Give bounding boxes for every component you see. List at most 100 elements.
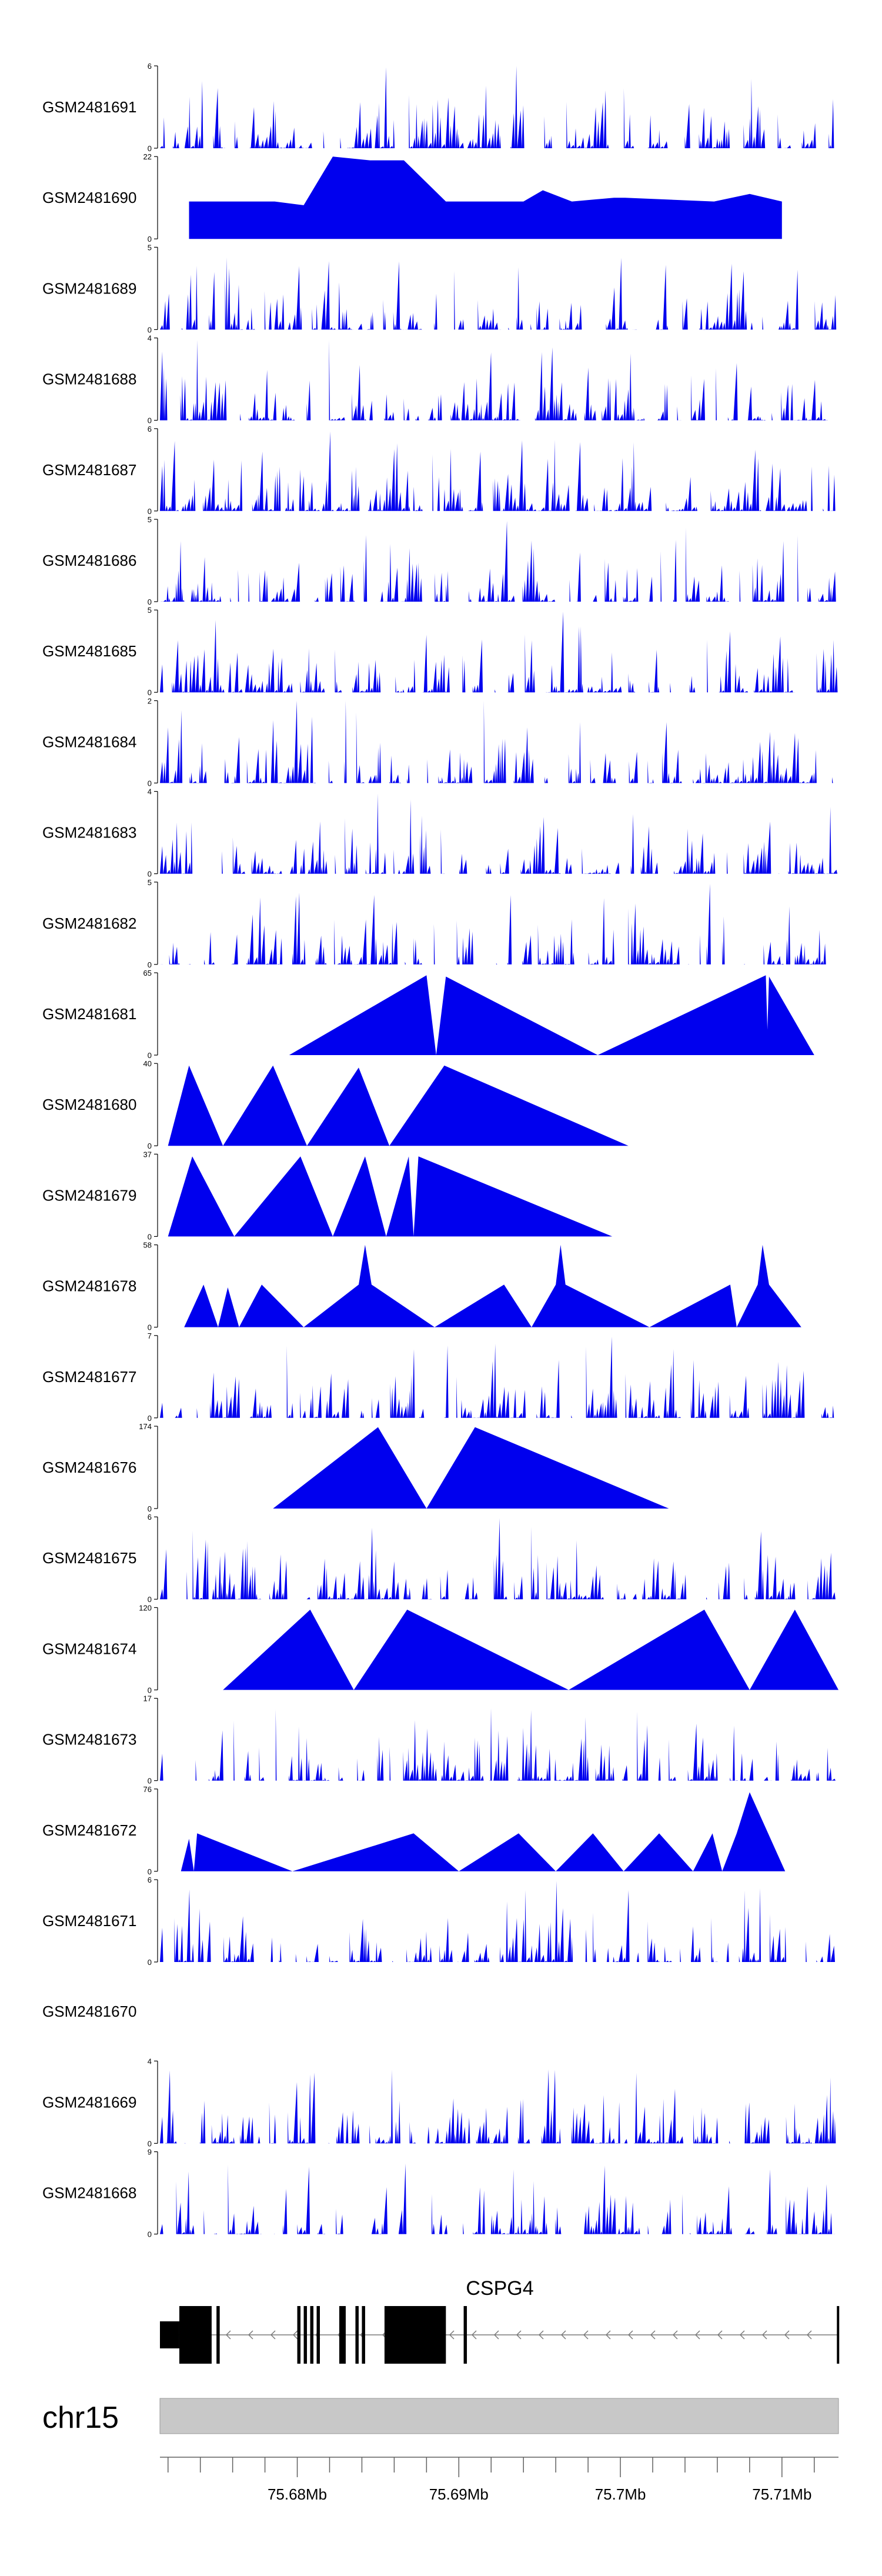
- coverage-area: [160, 520, 838, 602]
- chromosome-label: chr15: [42, 2401, 119, 2435]
- exon: [297, 2306, 301, 2364]
- track-GSM2481689: GSM2481689 5 0: [42, 243, 838, 334]
- track-label: GSM2481674: [42, 1640, 136, 1657]
- track-GSM2481686: GSM2481686 5 0: [42, 515, 838, 606]
- track-GSM2481679: GSM2481679 37 0: [42, 1150, 613, 1241]
- track-GSM2481668: GSM2481668 9 0: [42, 2148, 838, 2239]
- track-label: GSM2481668: [42, 2184, 136, 2202]
- track-label: GSM2481687: [42, 461, 136, 479]
- track-GSM2481669: GSM2481669 4 0: [42, 2057, 838, 2148]
- track-label: GSM2481682: [42, 915, 136, 932]
- coverage-area: [160, 700, 842, 783]
- track-label: GSM2481690: [42, 189, 136, 206]
- track-GSM2481672: GSM2481672 76 0: [42, 1785, 786, 1876]
- track-GSM2481674: GSM2481674 120 0: [42, 1603, 839, 1694]
- coverage-area: [160, 1336, 838, 1418]
- genome-axis: 75.68Mb 75.69Mb 75.7Mb 75.71Mb: [160, 2457, 838, 2503]
- strand-arrow: [270, 2330, 276, 2340]
- y-tick-max-label: 65: [143, 969, 152, 977]
- track-label: GSM2481672: [42, 1821, 136, 1839]
- track-label: GSM2481688: [42, 371, 136, 388]
- x-tick-label: 75.7Mb: [595, 2485, 646, 2503]
- coverage-area: [184, 1244, 801, 1327]
- exon: [463, 2306, 467, 2364]
- y-tick-min-label: 0: [148, 779, 152, 788]
- track-label: GSM2481684: [42, 733, 136, 750]
- coverage-area: [289, 975, 814, 1055]
- track-GSM2481684: GSM2481684 2 0: [42, 696, 842, 788]
- y-tick-min-label: 0: [148, 1504, 152, 1513]
- strand-arrow: [292, 2330, 298, 2340]
- y-tick-min-label: 0: [148, 1777, 152, 1786]
- track-label: GSM2481676: [42, 1459, 136, 1476]
- x-tick-label: 75.68Mb: [268, 2485, 327, 2503]
- track-label: GSM2481673: [42, 1731, 136, 1749]
- y-tick-min-label: 0: [148, 416, 152, 425]
- y-tick-max-label: 22: [143, 152, 152, 161]
- track-label: GSM2481689: [42, 279, 136, 297]
- track-GSM2481690: GSM2481690 22 0: [42, 152, 782, 243]
- y-tick-min-label: 0: [148, 1595, 152, 1604]
- y-tick-min-label: 0: [148, 2139, 152, 2148]
- coverage-area: [160, 1881, 838, 1962]
- exon: [179, 2306, 212, 2364]
- coverage-area: [223, 1609, 839, 1690]
- track-GSM2481682: GSM2481682 5 0: [42, 878, 841, 969]
- y-tick-max-label: 6: [148, 62, 152, 71]
- y-tick-max-label: 9: [148, 2148, 152, 2157]
- y-tick-max-label: 37: [143, 1150, 152, 1159]
- coverage-area: [160, 1708, 838, 1781]
- y-tick-min-label: 0: [148, 1414, 152, 1423]
- y-tick-min-label: 0: [148, 598, 152, 606]
- y-tick-min-label: 0: [148, 1232, 152, 1241]
- strand-arrow: [225, 2330, 231, 2340]
- gene-name-label: CSPG4: [466, 2277, 533, 2300]
- x-tick-label: 75.71Mb: [752, 2485, 811, 2503]
- y-tick-max-label: 5: [148, 606, 152, 615]
- gene-exons: [160, 2306, 840, 2364]
- track-label: GSM2481671: [42, 1912, 136, 1930]
- coverage-area: [160, 612, 838, 693]
- strand-arrow: [516, 2330, 522, 2340]
- exon: [160, 2321, 179, 2348]
- y-tick-max-label: 174: [139, 1422, 152, 1431]
- y-tick-min-label: 0: [148, 1051, 152, 1060]
- y-tick-min-label: 0: [148, 960, 152, 969]
- track-GSM2481680: GSM2481680 40 0: [42, 1059, 629, 1150]
- y-tick-max-label: 6: [148, 1876, 152, 1884]
- gene-track: CSPG4: [160, 2277, 840, 2364]
- y-tick-max-label: 17: [143, 1694, 152, 1703]
- y-tick-min-label: 0: [148, 144, 152, 153]
- y-tick-min-label: 0: [148, 1142, 152, 1150]
- coverage-area: [160, 431, 838, 511]
- strand-arrow: [784, 2330, 790, 2340]
- y-tick-max-label: 7: [148, 1332, 152, 1340]
- x-tick-label: 75.69Mb: [429, 2485, 489, 2503]
- coverage-area: [168, 1156, 613, 1237]
- track-GSM2481683: GSM2481683 4 0: [42, 788, 838, 879]
- track-GSM2481677: GSM2481677 7 0: [42, 1332, 838, 1423]
- track-label: GSM2481678: [42, 1277, 136, 1295]
- y-tick-max-label: 5: [148, 878, 152, 887]
- track-GSM2481675: GSM2481675 6 0: [42, 1513, 838, 1604]
- exon: [303, 2306, 308, 2364]
- track-GSM2481681: GSM2481681 65 0: [42, 969, 814, 1060]
- strand-arrow: [583, 2330, 589, 2340]
- exon: [310, 2306, 314, 2364]
- y-tick-max-label: 2: [148, 696, 152, 705]
- y-tick-max-label: 58: [143, 1241, 152, 1250]
- y-tick-max-label: 4: [148, 788, 152, 796]
- strand-arrow: [449, 2330, 455, 2340]
- strand-arrow: [694, 2330, 700, 2340]
- track-GSM2481685: GSM2481685 5 0: [42, 606, 838, 697]
- y-tick-min-label: 0: [148, 1323, 152, 1332]
- y-tick-max-label: 6: [148, 425, 152, 433]
- exon: [216, 2306, 220, 2364]
- y-tick-min-label: 0: [148, 870, 152, 879]
- track-GSM2481691: GSM2481691 6 0: [42, 62, 838, 153]
- track-label: GSM2481677: [42, 1368, 136, 1386]
- coverage-area: [160, 2163, 838, 2234]
- y-tick-min-label: 0: [148, 325, 152, 334]
- track-label: GSM2481691: [42, 98, 136, 116]
- strand-arrow: [471, 2330, 477, 2340]
